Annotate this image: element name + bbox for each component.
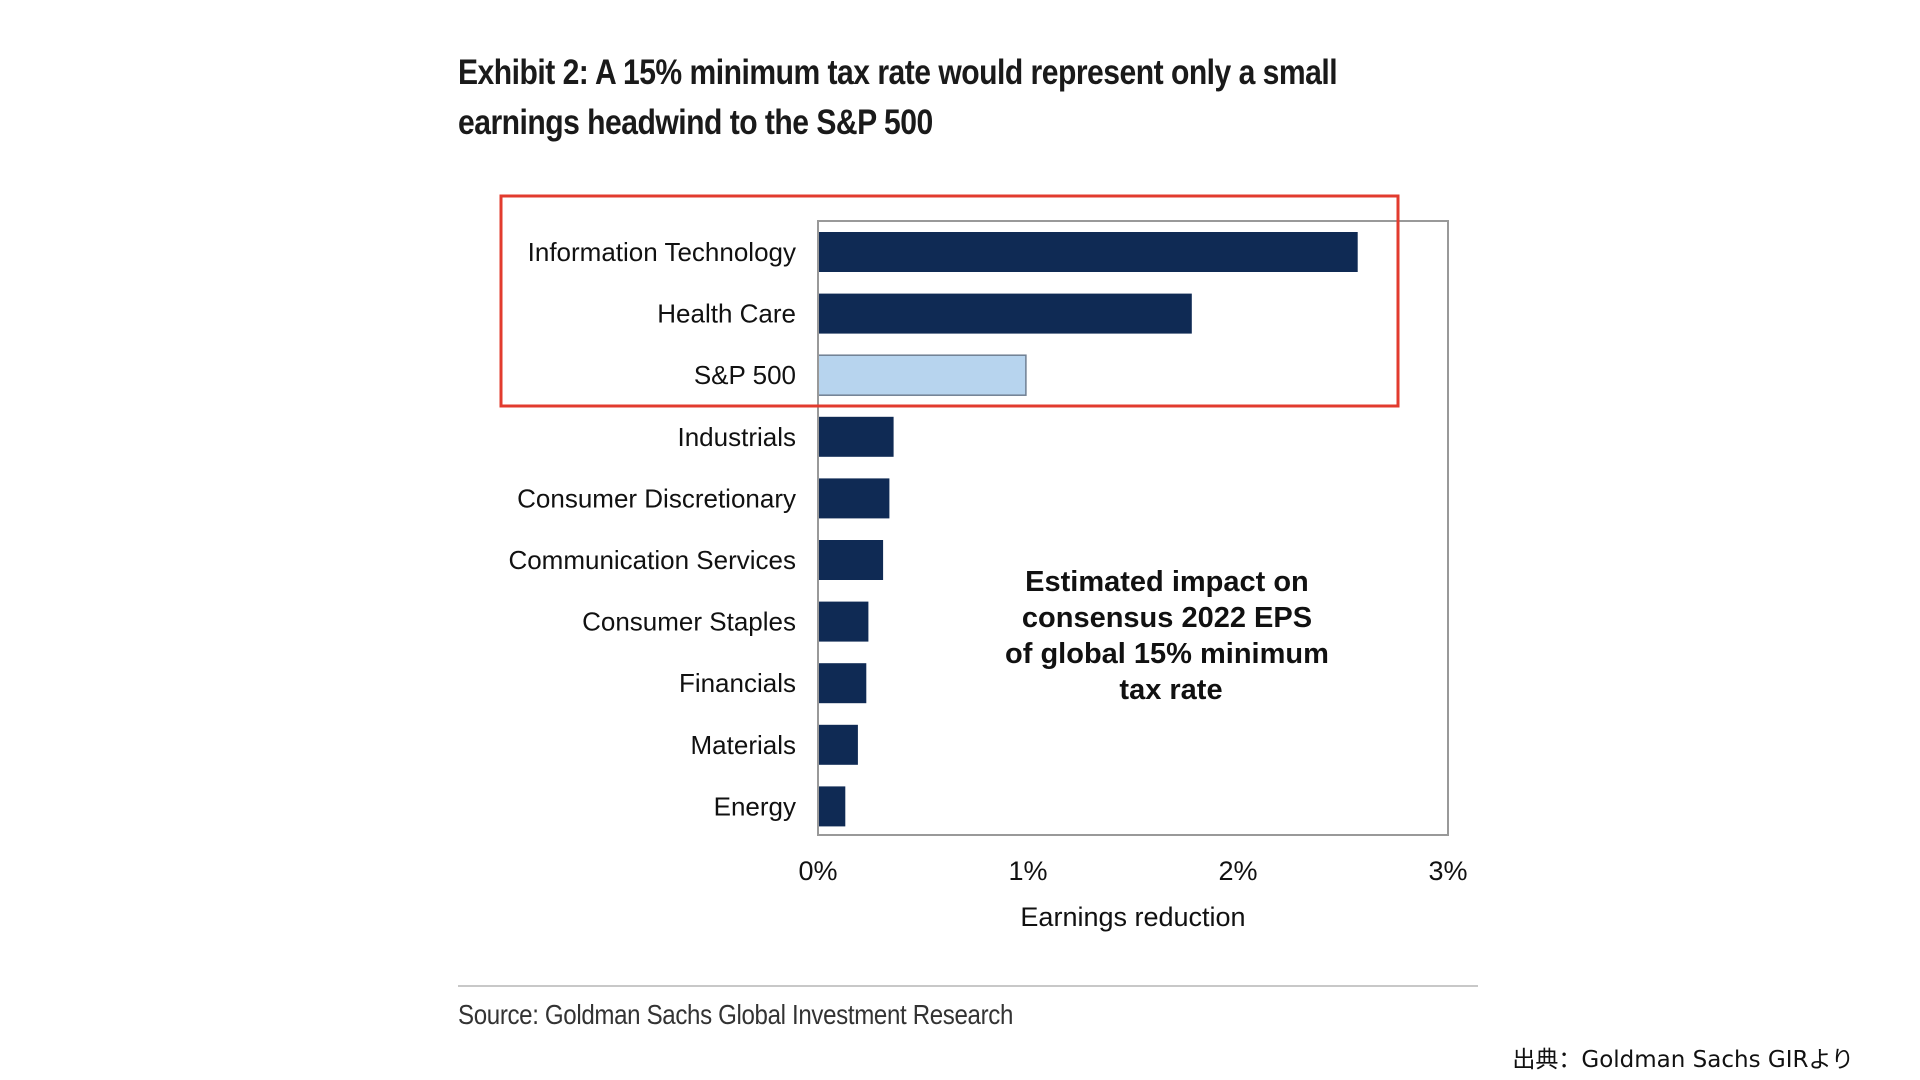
annotation-line-2: consensus 2022 EPS: [1022, 602, 1312, 634]
tick-labels-layer: 0% 1% 2% 3%: [798, 856, 1467, 886]
category-label-consumer-staples: Consumer Staples: [582, 607, 796, 637]
x-tick-label: 1%: [1008, 856, 1047, 886]
category-label-communication-services: Communication Services: [508, 545, 796, 575]
category-label-industrials: Industrials: [678, 422, 797, 452]
x-tick-label: 0%: [798, 856, 837, 886]
plot-area-frame: [817, 220, 1449, 836]
bar-communication-services: [818, 540, 884, 580]
category-label-sandp-500: S&P 500: [694, 360, 796, 390]
bar-consumer-staples: [818, 601, 869, 642]
chart-annotation: Estimated impact on consensus 2022 EPS o…: [1005, 566, 1337, 706]
x-tick-label: 2%: [1218, 856, 1257, 886]
bar-sandp-500: [817, 354, 1027, 396]
category-label-materials: Materials: [691, 730, 796, 760]
bar-industrials: [818, 416, 894, 457]
category-labels-layer: Information Technology Health Care S&P 500…: [508, 237, 796, 821]
category-label-energy: Energy: [714, 791, 796, 821]
category-label-consumer-discretionary: Consumer Discretionary: [517, 483, 796, 513]
x-axis-label: Earnings reduction: [1020, 902, 1245, 932]
category-label-health-care: Health Care: [657, 299, 796, 329]
bar-information-technology: [818, 232, 1358, 272]
image-credit: 出典：Goldman Sachs GIRより: [1512, 1047, 1854, 1073]
exhibit-title-line-2: earnings headwind to the S&P 500: [458, 103, 933, 142]
source-note: Source: Goldman Sachs Global Investment …: [458, 999, 1014, 1030]
source-divider: [458, 985, 1478, 987]
bar-financials: [818, 663, 867, 704]
exhibit-title: Exhibit 2: A 15% minimum tax rate would …: [458, 48, 1338, 148]
bar-energy: [818, 786, 846, 827]
bars-layer: [817, 232, 1358, 827]
annotation-line-3: of global 15% minimum: [1005, 638, 1329, 670]
annotation-line-1: Estimated impact on: [1025, 566, 1309, 598]
x-tick-label: 3%: [1428, 856, 1467, 886]
category-label-financials: Financials: [679, 668, 796, 698]
bar-materials: [818, 724, 858, 765]
exhibit-title-line-1: Exhibit 2: A 15% minimum tax rate would …: [458, 53, 1338, 92]
annotation-line-4: tax rate: [1119, 674, 1222, 706]
bar-health-care: [818, 293, 1192, 334]
highlight-box: [499, 194, 1400, 408]
category-label-information-technology: Information Technology: [528, 237, 796, 267]
bar-consumer-discretionary: [818, 478, 890, 519]
